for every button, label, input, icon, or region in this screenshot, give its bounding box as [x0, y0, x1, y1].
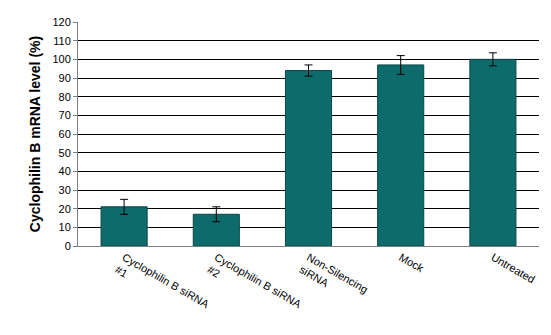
svg-text:110: 110	[53, 35, 71, 47]
svg-text:Cyclophilin B mRNA level (%): Cyclophilin B mRNA level (%)	[27, 36, 43, 232]
svg-text:40: 40	[59, 165, 71, 177]
svg-text:80: 80	[59, 91, 71, 103]
svg-text:60: 60	[59, 128, 71, 140]
svg-text:30: 30	[59, 184, 71, 196]
svg-text:50: 50	[59, 147, 71, 159]
svg-text:Cyclophilin B siRNA#1: Cyclophilin B siRNA#1	[113, 251, 211, 323]
svg-text:90: 90	[59, 72, 71, 84]
svg-text:10: 10	[59, 221, 71, 233]
svg-text:70: 70	[59, 109, 71, 121]
svg-text:Untreated: Untreated	[489, 251, 537, 286]
svg-text:20: 20	[59, 203, 71, 215]
svg-text:100: 100	[52, 53, 70, 65]
svg-text:Non-SilencingsiRNA: Non-SilencingsiRNA	[298, 251, 370, 308]
svg-text:120: 120	[52, 16, 70, 28]
svg-text:0: 0	[65, 240, 71, 252]
svg-text:Mock: Mock	[397, 251, 426, 275]
svg-text:Cyclophilin B siRNA#2: Cyclophilin B siRNA#2	[205, 251, 303, 323]
